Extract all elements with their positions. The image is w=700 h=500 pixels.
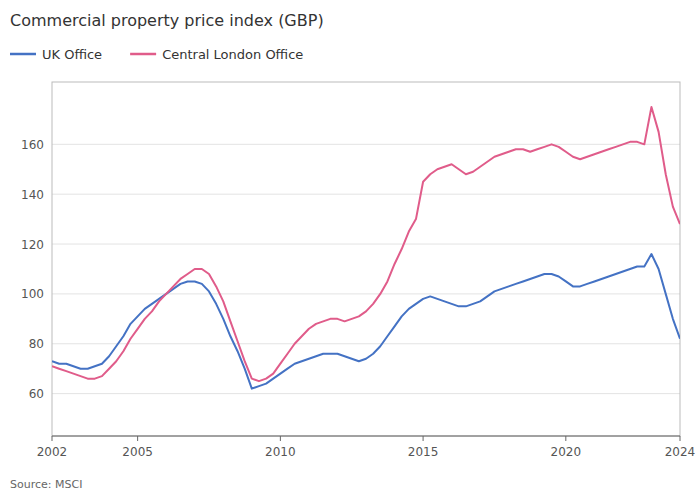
x-tick-label: 2024 [665,445,696,459]
source-note: Source: MSCI [10,478,82,491]
x-tick [423,436,424,441]
x-tick-label: 2020 [551,445,582,459]
title: Commercial property price index (GBP) [10,11,324,30]
grid-line [52,393,680,394]
x-tick-label: 2015 [408,445,439,459]
grid-line [52,244,680,245]
y-tick-label: 60 [29,387,44,401]
y-tick-label: 120 [21,238,44,252]
legend-label: Central London Office [162,47,303,62]
y-tick-label: 80 [29,337,44,351]
series-line [52,254,680,389]
y-tick-label: 100 [21,287,44,301]
legend-swatch [10,53,36,56]
chart: Commercial property price index (GBP) UK … [0,0,700,500]
legend-swatch [130,53,156,56]
x-tick [137,436,138,441]
plot-frame [52,82,680,436]
series-line [52,107,680,381]
x-tick [280,436,281,441]
x-tick-label: 2002 [37,445,68,459]
legend-label: UK Office [42,47,102,62]
x-tick [565,436,566,441]
x-tick-label: 2010 [265,445,296,459]
grid-line [52,194,680,195]
grid-line [52,144,680,145]
y-tick-label: 160 [21,138,44,152]
x-tick [52,436,53,441]
y-tick-label: 140 [21,188,44,202]
x-tick-label: 2005 [122,445,153,459]
x-axis-line [52,436,680,437]
series-lines [52,107,680,389]
x-tick [680,436,681,441]
y-axis: 60 80 100 120 140 160 [21,138,680,401]
legend: UK Office Central London Office [10,47,303,62]
x-axis: 2002 2005 2010 2015 2020 2024 [37,436,696,459]
grid-line [52,343,680,344]
grid-line [52,293,680,294]
